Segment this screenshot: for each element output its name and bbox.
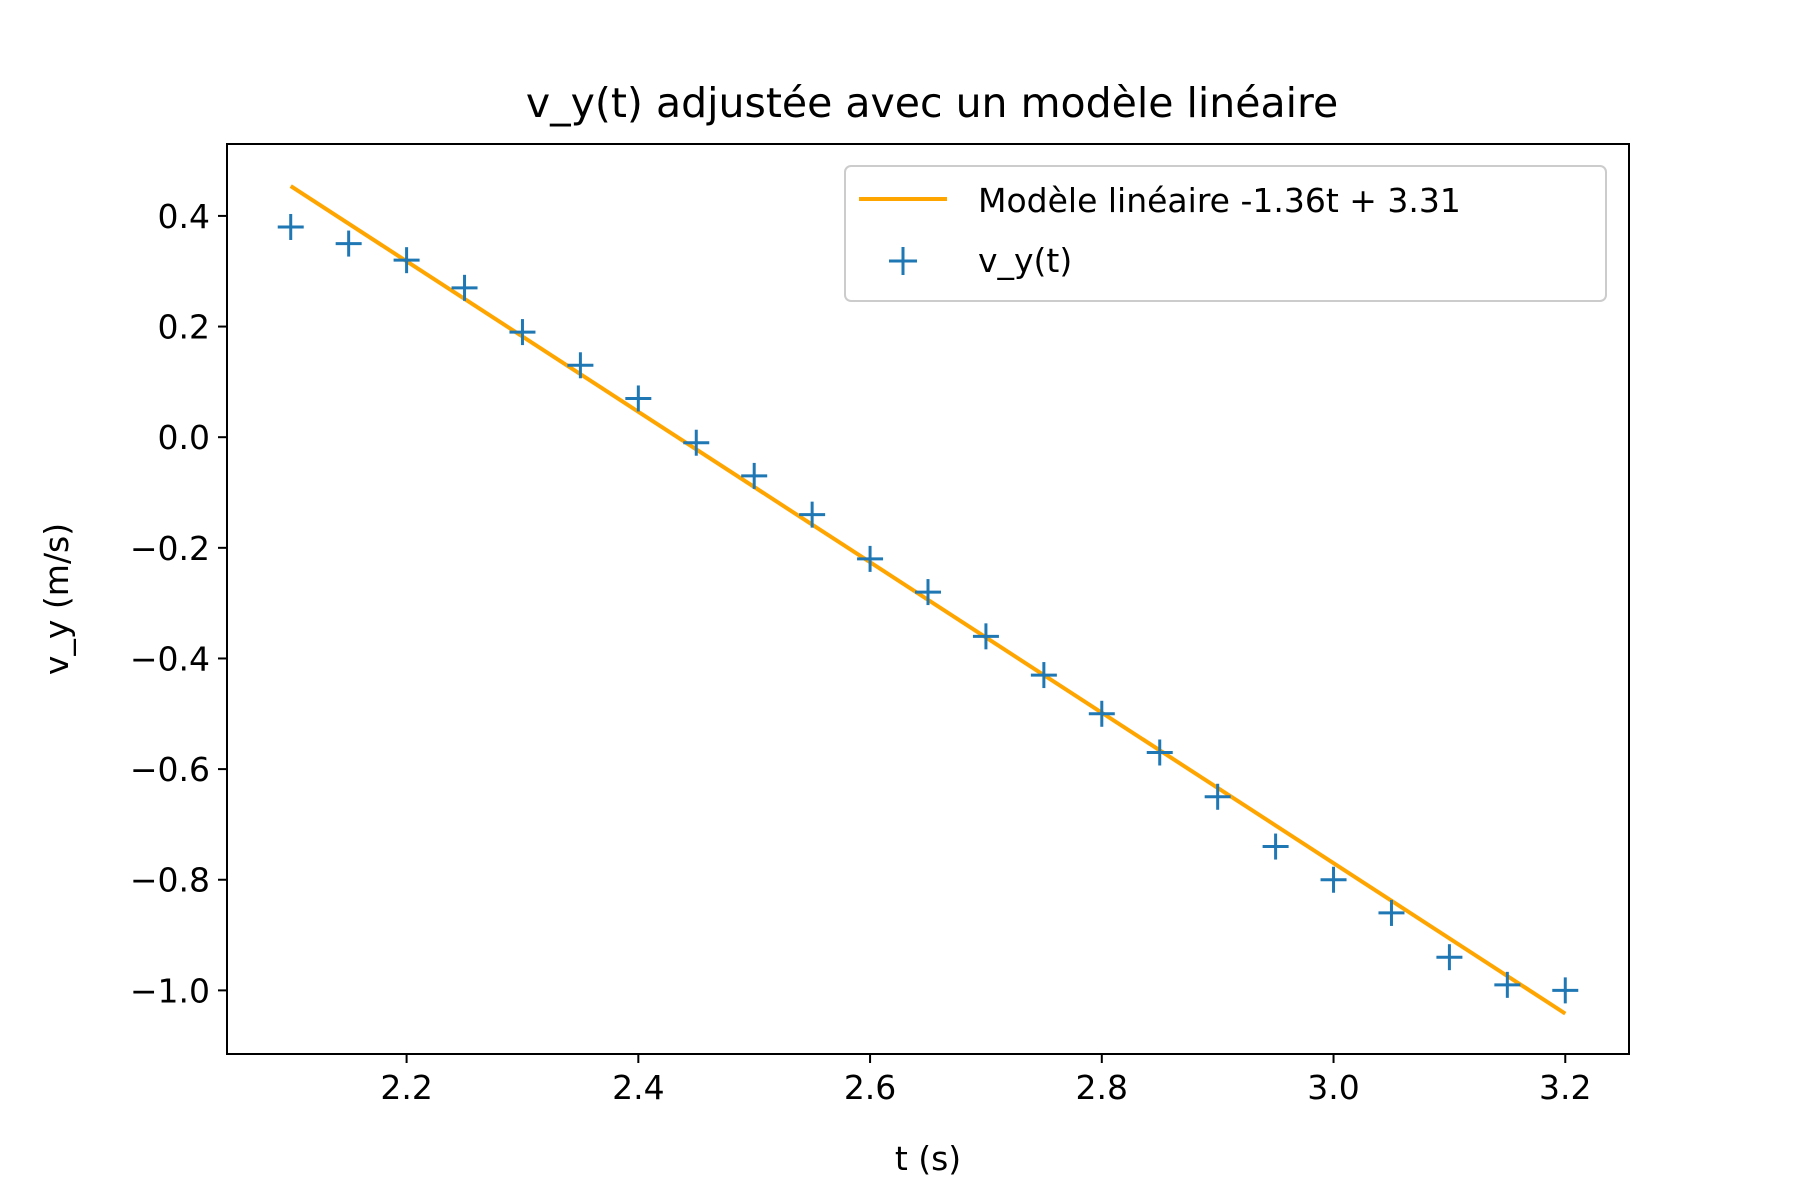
data-point-9: [799, 501, 826, 528]
x-tick-label-4: 3.0: [1307, 1068, 1359, 1107]
data-point-20: [1436, 944, 1463, 971]
y-tick-label-5: −0.6: [130, 750, 210, 789]
data-point-11: [915, 579, 941, 606]
data-point-2: [393, 247, 420, 274]
y-tick-label-0: 0.4: [158, 197, 210, 236]
data-point-6: [625, 385, 652, 412]
data-point-16: [1204, 783, 1231, 810]
legend-label-model: Modèle linéaire -1.36t + 3.31: [978, 181, 1461, 220]
data-point-12: [972, 623, 999, 650]
data-point-1: [335, 230, 362, 257]
data-point-4: [509, 319, 536, 346]
x-tick-label-1: 2.4: [612, 1068, 664, 1107]
chart-title: v_y(t) adjustée avec un modèle linéaire: [526, 79, 1338, 127]
legend-box: [844, 165, 1607, 302]
y-axis: 0.4 0.2 0.0 −0.2 −0.4 −0.6 −0.8 −1.0: [130, 197, 227, 1010]
x-tick-label-0: 2.2: [380, 1068, 432, 1107]
data-point-10: [857, 545, 884, 572]
legend-label-data: v_y(t): [978, 241, 1072, 280]
y-tick-label-3: −0.2: [130, 529, 210, 568]
data-point-18: [1320, 866, 1347, 893]
x-tick-label-2: 2.6: [844, 1068, 896, 1107]
data-point-19: [1378, 899, 1405, 926]
data-point-3: [451, 274, 478, 301]
data-point-8: [741, 462, 768, 489]
data-point-15: [1146, 739, 1173, 766]
data-point-22: [1552, 977, 1579, 1004]
y-tick-label-1: 0.2: [158, 308, 210, 347]
data-point-14: [1088, 700, 1115, 727]
y-tick-label-2: 0.0: [158, 418, 210, 457]
data-point-21: [1494, 971, 1521, 998]
y-axis-label: v_y (m/s): [37, 523, 76, 675]
x-tick-label-5: 3.2: [1539, 1068, 1591, 1107]
x-axis-label: t (s): [895, 1139, 961, 1178]
data-point-13: [1030, 662, 1057, 689]
plot-frame: [226, 143, 1630, 1055]
plot-area: [277, 184, 1579, 1016]
data-point-17: [1262, 833, 1289, 860]
x-tick-label-3: 2.8: [1076, 1068, 1128, 1107]
legend-plus-marker: [889, 247, 917, 275]
legend: Modèle linéaire -1.36t + 3.31 v_y(t): [844, 165, 1607, 302]
y-tick-label-7: −1.0: [130, 971, 210, 1010]
data-point-0: [277, 213, 304, 240]
x-axis: 2.2 2.4 2.6 2.8 3.0 3.2: [380, 1054, 1592, 1107]
y-tick-label-6: −0.8: [130, 861, 210, 900]
data-point-7: [683, 429, 710, 456]
data-point-5: [567, 352, 594, 379]
y-tick-label-4: −0.4: [130, 639, 210, 678]
